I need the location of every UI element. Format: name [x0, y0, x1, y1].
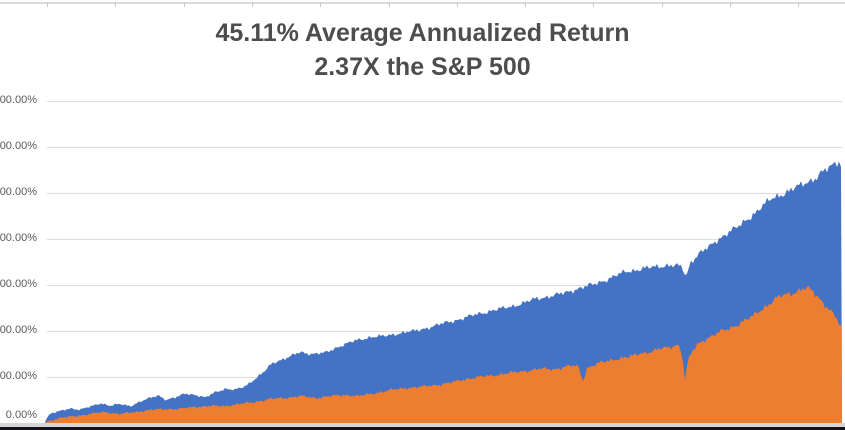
y-axis-label: 00.00%: [0, 278, 37, 290]
y-axis-label: 00.00%: [0, 94, 37, 106]
top-tick: [47, 2, 48, 7]
top-cropped-tick-row: [0, 2, 845, 8]
y-axis-label: 00.00%: [0, 324, 37, 336]
chart-title: 45.11% Average Annualized Return 2.37X t…: [0, 16, 845, 84]
top-tick: [798, 2, 799, 7]
chart-title-line1: 45.11% Average Annualized Return: [215, 19, 630, 47]
top-tick: [115, 2, 116, 7]
top-tick: [593, 2, 594, 7]
chart-title-line2: 2.37X the S&P 500: [314, 53, 531, 81]
top-tick: [184, 2, 185, 7]
top-tick: [457, 2, 458, 7]
y-axis-label: 00.00%: [0, 140, 37, 152]
y-axis-label: 00.00%: [0, 186, 37, 198]
y-axis-label: 00.00%: [0, 232, 37, 244]
top-tick: [252, 2, 253, 7]
top-tick: [320, 2, 321, 7]
top-tick: [525, 2, 526, 7]
bottom-gray-strip: [0, 423, 845, 427]
y-axis-label: 00.00%: [0, 370, 37, 382]
top-tick: [389, 2, 390, 7]
top-tick: [730, 2, 731, 7]
y-axis-label: 0.00%: [5, 409, 37, 421]
top-tick: [662, 2, 663, 7]
bottom-window-edge: [0, 427, 845, 430]
orange-area-series: [45, 286, 842, 423]
top-cropped-axis-line: [0, 2, 845, 4]
